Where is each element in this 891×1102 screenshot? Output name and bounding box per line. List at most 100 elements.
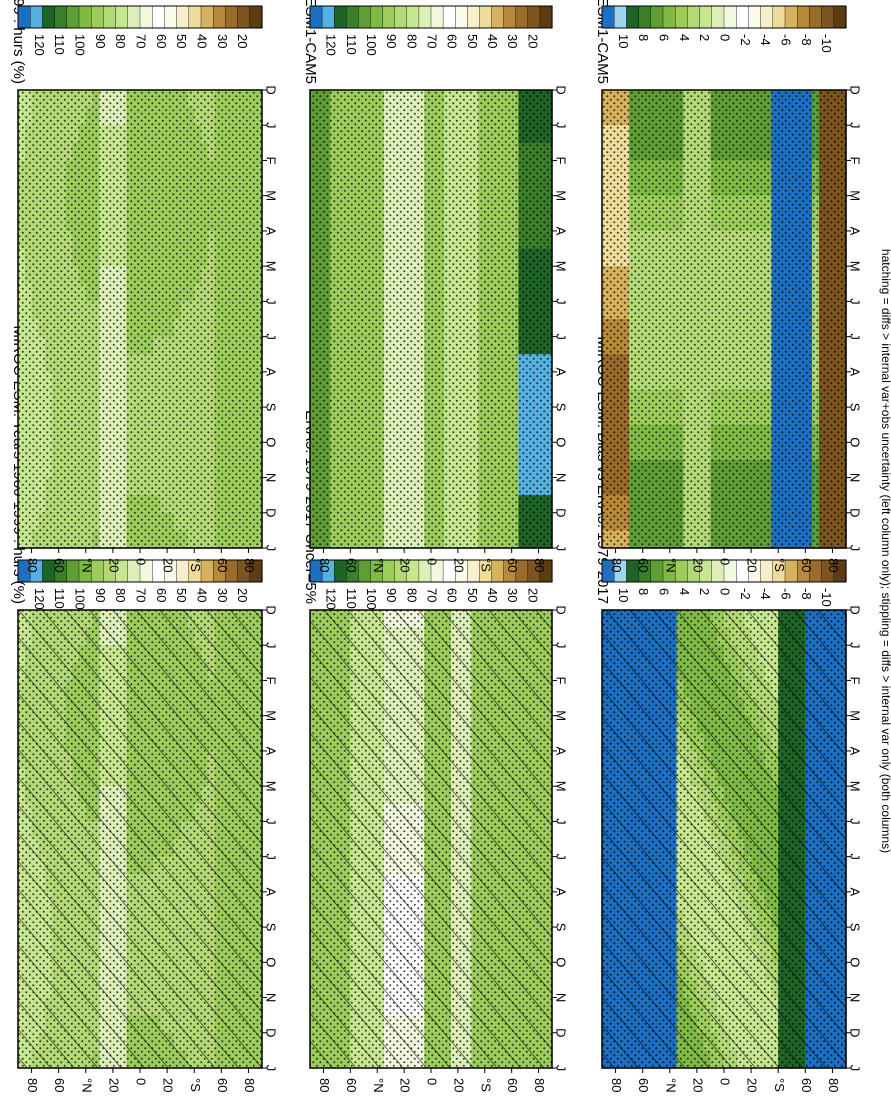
colorbar-swatch: [394, 5, 408, 29]
y-tick-label: 20: [161, 1078, 176, 1092]
y-tick-label: 60: [344, 558, 359, 572]
y-tick-label: 20: [398, 558, 413, 572]
colorbar-label: 90: [93, 34, 108, 48]
y-tick-label: 80: [242, 1078, 257, 1092]
colorbar-label: 90: [384, 588, 399, 602]
colorbar-frame: [309, 559, 553, 583]
panel-p3: ERA5: 1979-2017 Uncer=5%DJFMAMJJASONDJ80…: [302, 410, 569, 1092]
colorbar-label: 50: [174, 34, 189, 48]
colorbar-label: 90: [384, 34, 399, 48]
panel-p5: MIROC-ESM: Bias vs ERA5: 1979-2017DJFMAM…: [594, 336, 863, 1092]
y-tick-label: 60: [344, 1078, 359, 1092]
colorbar-label: 30: [215, 34, 230, 48]
x-tick-label: O: [554, 437, 569, 447]
colorbar-swatch: [151, 5, 165, 29]
colorbar-swatch: [382, 5, 396, 29]
x-tick-label: D: [264, 508, 279, 517]
colorbar-swatch: [237, 5, 251, 29]
x-tick-label: M: [264, 781, 279, 792]
x-tick-label: M: [264, 710, 279, 721]
colorbar-label: 80: [404, 34, 419, 48]
colorbar-swatch: [406, 5, 420, 29]
y-tick-label: 0: [425, 558, 440, 565]
x-tick-label: F: [264, 676, 279, 684]
colorbar-label: 110: [344, 34, 359, 55]
colorbar-swatch: [164, 5, 178, 29]
x-tick-label: F: [554, 676, 569, 684]
x-tick-label: A: [264, 368, 279, 377]
colorbar-swatch: [115, 5, 129, 29]
x-tick-label: O: [264, 437, 279, 447]
y-tick-label: 80: [25, 1078, 40, 1092]
x-tick-label: S: [264, 923, 279, 932]
x-tick-label: N: [264, 993, 279, 1002]
x-tick-label: J: [264, 853, 279, 860]
y-tick-label: 80: [317, 558, 332, 572]
x-tick-label: A: [264, 747, 279, 756]
x-tick-label: J: [554, 333, 569, 340]
x-tick-label: O: [554, 957, 569, 967]
hatching-overlay: [310, 610, 552, 1068]
x-tick-label: A: [554, 227, 569, 236]
x-tick-label: M: [264, 190, 279, 201]
hatching-overlay: [18, 610, 262, 1068]
y-tick-label: 0: [425, 1078, 440, 1085]
y-tick-label: 20: [106, 1078, 121, 1092]
x-tick-label: A: [554, 747, 569, 756]
x-tick-label: J: [264, 298, 279, 305]
y-tick-label: 60: [505, 558, 520, 572]
colorbar-swatch: [455, 5, 468, 29]
colorbar-swatch: [467, 5, 480, 29]
x-tick-label: N: [554, 993, 569, 1002]
colorbar-label: 50: [465, 34, 480, 48]
colorbar-frame: [17, 5, 263, 29]
colorbar-label: 20: [525, 34, 540, 48]
y-tick-label: 80: [242, 558, 257, 572]
colorbar-label: 80: [113, 34, 128, 48]
x-tick-label: M: [554, 710, 569, 721]
x-tick-label: D: [264, 1028, 279, 1037]
x-tick-label: J: [554, 298, 569, 305]
colorbar-label: 70: [425, 34, 440, 48]
colorbar-label: 40: [195, 588, 210, 602]
colorbar-swatch: [17, 5, 31, 29]
colorbar-frame: [309, 5, 553, 29]
x-tick-label: J: [554, 1065, 569, 1072]
colorbar-swatch: [90, 5, 104, 29]
y-tick-label: 80: [25, 558, 40, 572]
y-tick-label: 80: [532, 1078, 547, 1092]
colorbar-label: 80: [404, 588, 419, 602]
colorbar-swatch: [249, 5, 263, 29]
colorbar-label: 20: [235, 34, 250, 48]
y-tick-label: 60: [215, 1078, 230, 1092]
colorbar-swatch: [188, 5, 202, 29]
y-tick-label: 0: [134, 1078, 149, 1085]
y-tick-label: 20: [161, 558, 176, 572]
colorbar-swatch: [309, 5, 323, 29]
colorbar-swatch: [139, 5, 153, 29]
colorbar-swatch: [200, 5, 214, 29]
y-tick-label: 20: [451, 558, 466, 572]
x-tick-label: J: [264, 333, 279, 340]
colorbar-swatch: [42, 5, 56, 29]
y-tick-label: °S: [478, 558, 493, 572]
y-tick-label: 20: [106, 558, 121, 572]
colorbar-swatch: [467, 559, 480, 583]
colorbar-swatch: [515, 5, 529, 29]
y-tick-label: °S: [478, 1078, 493, 1092]
colorbar-label: 30: [505, 34, 520, 48]
x-tick-label: S: [554, 403, 569, 412]
colorbar-swatch: [176, 5, 190, 29]
x-tick-label: S: [554, 923, 569, 932]
y-tick-label: °N: [371, 1078, 386, 1093]
x-tick-label: D: [554, 508, 569, 517]
x-tick-label: J: [554, 642, 569, 649]
colorbar-label: 70: [425, 588, 440, 602]
colorbar-swatch: [442, 5, 456, 29]
y-tick-label: °S: [188, 558, 203, 572]
y-tick-label: °N: [79, 1078, 94, 1093]
x-tick-label: F: [554, 156, 569, 164]
x-tick-label: J: [554, 818, 569, 825]
x-tick-label: M: [554, 781, 569, 792]
